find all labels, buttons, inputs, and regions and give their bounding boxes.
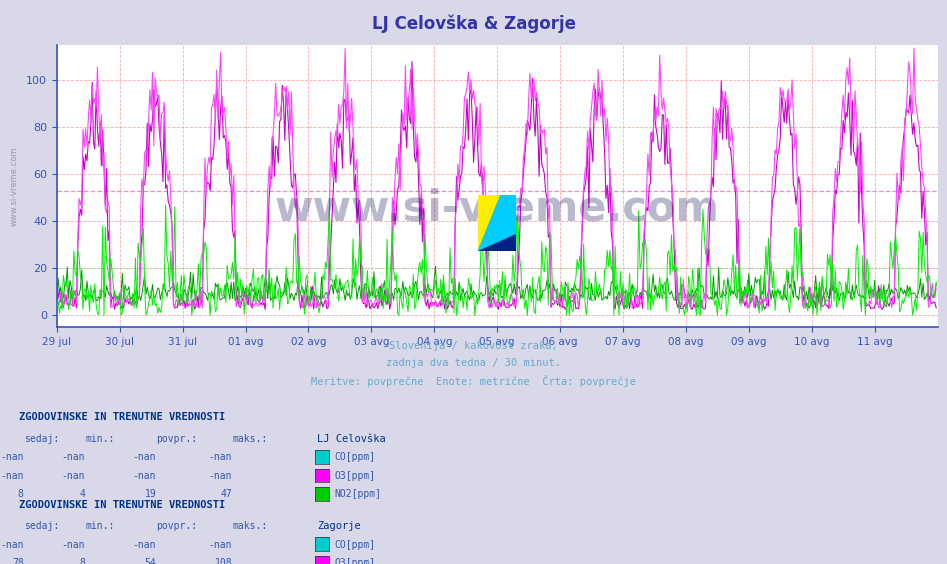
Text: min.:: min.: xyxy=(85,521,115,531)
Text: -nan: -nan xyxy=(133,471,156,481)
Text: CO[ppm]: CO[ppm] xyxy=(334,452,375,462)
Text: www.si-vreme.com: www.si-vreme.com xyxy=(275,188,720,230)
Text: -nan: -nan xyxy=(62,471,85,481)
Text: povpr.:: povpr.: xyxy=(156,521,197,531)
Text: -nan: -nan xyxy=(0,540,24,550)
Text: Meritve: povprečne  Enote: metrične  Črta: povprečje: Meritve: povprečne Enote: metrične Črta:… xyxy=(311,375,636,387)
Text: 8: 8 xyxy=(80,558,85,564)
Text: -nan: -nan xyxy=(62,540,85,550)
Text: povpr.:: povpr.: xyxy=(156,434,197,444)
Text: www.si-vreme.com: www.si-vreme.com xyxy=(10,147,19,226)
Polygon shape xyxy=(478,195,516,251)
Text: 78: 78 xyxy=(12,558,24,564)
Text: -nan: -nan xyxy=(208,452,232,462)
Text: ZGODOVINSKE IN TRENUTNE VREDNOSTI: ZGODOVINSKE IN TRENUTNE VREDNOSTI xyxy=(19,412,225,422)
Polygon shape xyxy=(478,195,501,251)
Text: 54: 54 xyxy=(145,558,156,564)
Text: maks.:: maks.: xyxy=(232,521,267,531)
Text: NO2[ppm]: NO2[ppm] xyxy=(334,490,382,500)
Text: min.:: min.: xyxy=(85,434,115,444)
Text: sedaj:: sedaj: xyxy=(24,434,59,444)
Text: -nan: -nan xyxy=(208,471,232,481)
Text: Slovenija / kakovost zraka,: Slovenija / kakovost zraka, xyxy=(389,341,558,351)
Text: 108: 108 xyxy=(214,558,232,564)
Text: O3[ppm]: O3[ppm] xyxy=(334,471,375,481)
Text: ZGODOVINSKE IN TRENUTNE VREDNOSTI: ZGODOVINSKE IN TRENUTNE VREDNOSTI xyxy=(19,500,225,510)
Text: Zagorje: Zagorje xyxy=(317,521,361,531)
Text: 19: 19 xyxy=(145,490,156,500)
Text: 8: 8 xyxy=(18,490,24,500)
Text: -nan: -nan xyxy=(133,540,156,550)
Text: -nan: -nan xyxy=(208,540,232,550)
Text: -nan: -nan xyxy=(0,471,24,481)
Text: -nan: -nan xyxy=(133,452,156,462)
Text: -nan: -nan xyxy=(62,452,85,462)
Text: O3[ppm]: O3[ppm] xyxy=(334,558,375,564)
Text: maks.:: maks.: xyxy=(232,434,267,444)
Text: zadnja dva tedna / 30 minut.: zadnja dva tedna / 30 minut. xyxy=(386,358,561,368)
Text: sedaj:: sedaj: xyxy=(24,521,59,531)
Text: LJ Celovška: LJ Celovška xyxy=(317,434,386,444)
Text: -nan: -nan xyxy=(0,452,24,462)
Polygon shape xyxy=(478,234,516,251)
Text: 4: 4 xyxy=(80,490,85,500)
Text: LJ Celovška & Zagorje: LJ Celovška & Zagorje xyxy=(371,14,576,33)
Text: CO[ppm]: CO[ppm] xyxy=(334,540,375,550)
Text: 47: 47 xyxy=(221,490,232,500)
